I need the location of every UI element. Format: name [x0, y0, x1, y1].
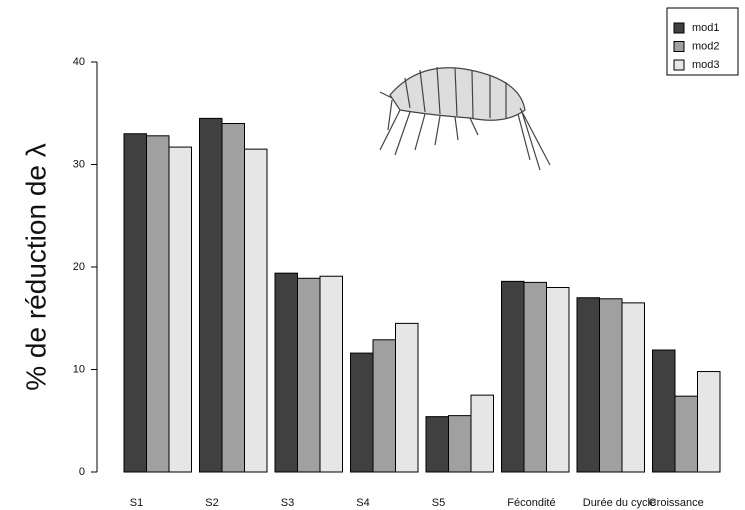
bar	[274, 272, 298, 473]
bar	[674, 395, 698, 473]
bar	[199, 117, 223, 473]
bar	[470, 394, 494, 473]
y-tick-label: 20	[73, 261, 85, 273]
x-tick-label: S2	[205, 497, 218, 509]
bar	[350, 352, 374, 473]
x-tick-label: S4	[356, 497, 369, 509]
bar	[501, 280, 525, 473]
bar	[297, 277, 321, 473]
bar	[372, 339, 396, 473]
y-axis-label: % de réduction de λ	[20, 143, 51, 391]
x-tick-label: Fécondité	[507, 497, 555, 509]
y-tick-label: 0	[79, 466, 85, 478]
bar	[576, 297, 600, 473]
legend-swatch	[673, 59, 685, 71]
bar	[146, 135, 170, 473]
legend-swatch	[673, 22, 685, 34]
bar	[168, 146, 192, 473]
x-tick-label: S3	[281, 497, 294, 509]
bar	[244, 148, 268, 473]
bar	[546, 287, 570, 473]
bar	[123, 133, 147, 473]
bar	[523, 281, 547, 473]
bar	[621, 302, 645, 473]
legend-label: mod1	[692, 22, 720, 34]
y-tick-label: 10	[73, 363, 85, 375]
bar	[448, 415, 472, 473]
x-tick-label: S1	[130, 497, 143, 509]
bar	[395, 322, 419, 473]
legend-swatch	[673, 41, 685, 52]
legend-label: mod2	[692, 40, 720, 52]
x-tick-label: S5	[432, 497, 445, 509]
bar	[425, 416, 449, 473]
y-tick-label: 30	[73, 158, 85, 170]
y-tick-label: 40	[73, 56, 85, 68]
shrimp-illustration	[379, 66, 551, 171]
legend-label: mod3	[692, 59, 720, 71]
bar	[221, 123, 245, 473]
x-tick-label: Durée du cycle	[583, 497, 656, 509]
bar	[652, 349, 676, 473]
bar	[319, 275, 343, 473]
bar	[599, 298, 623, 473]
x-tick-label: Croissance	[649, 497, 704, 509]
bar	[697, 371, 721, 473]
